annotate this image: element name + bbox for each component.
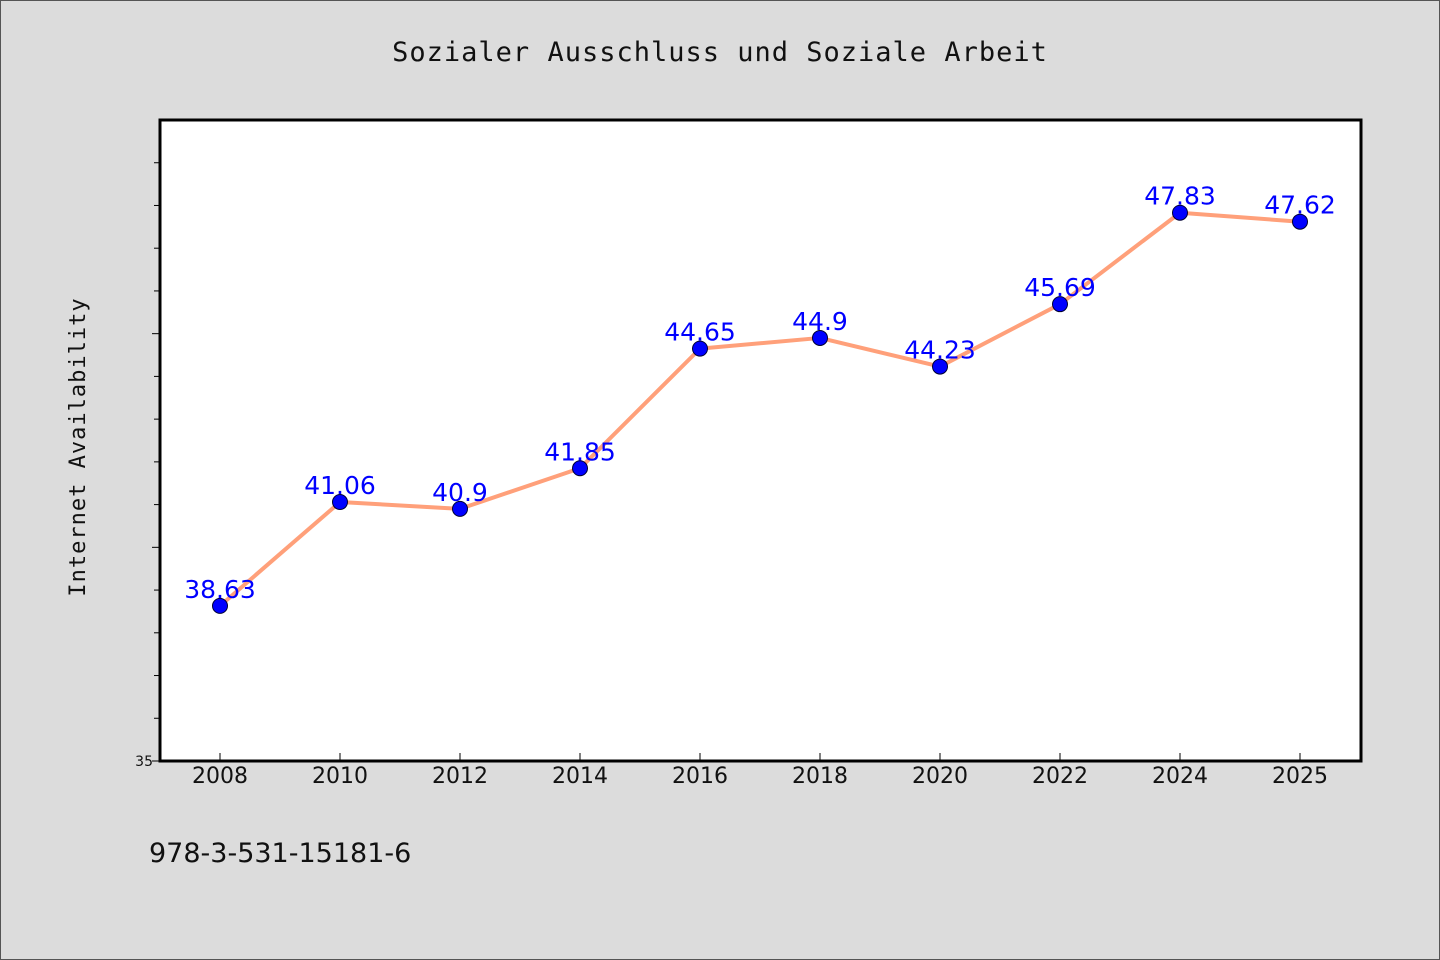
chart-title: Sozialer Ausschluss und Soziale Arbeit <box>392 37 1048 68</box>
footer-code: 978-3-531-15181-6 <box>149 838 411 869</box>
x-tick-label: 2010 <box>312 764 368 789</box>
data-label: 44.65 <box>664 318 736 347</box>
y-tick-label: 35 <box>135 754 153 770</box>
x-tick-label: 2018 <box>792 764 848 789</box>
x-tick-label: 2022 <box>1032 764 1088 789</box>
x-tick-label: 2008 <box>192 764 248 789</box>
x-tick-label: 2012 <box>432 764 488 789</box>
data-point <box>812 329 828 346</box>
x-tick-label: 2014 <box>552 764 608 789</box>
marker-group <box>212 204 1308 614</box>
data-point <box>212 597 228 614</box>
data-point <box>572 460 588 477</box>
data-label: 45.69 <box>1024 273 1096 302</box>
data-point <box>1052 296 1068 313</box>
y-axis-label: Internet Availability <box>66 297 91 596</box>
data-point <box>332 494 348 511</box>
x-axis-ticks: 2008 2010 2012 2014 2016 2018 2020 2022 2024 2025 <box>192 753 1328 789</box>
data-point <box>692 340 708 357</box>
data-point <box>932 358 948 375</box>
data-label-group: 38.63 41.06 40.9 41.85 44.65 44.9 44.23 45.69 47… <box>184 182 1336 604</box>
data-point <box>452 500 468 517</box>
data-label: 44.9 <box>792 307 848 336</box>
data-point <box>1292 213 1308 230</box>
data-label: 44.23 <box>904 336 976 365</box>
data-label: 41.06 <box>304 471 376 500</box>
data-label: 41.85 <box>544 437 616 466</box>
y-axis-ticks: 35 <box>135 162 160 770</box>
data-point <box>1172 204 1188 221</box>
x-tick-label: 2020 <box>912 764 968 789</box>
data-label: 47.83 <box>1144 182 1216 211</box>
x-tick-label: 2024 <box>1152 764 1208 789</box>
data-label: 47.62 <box>1264 191 1336 220</box>
x-tick-label: 2025 <box>1272 764 1328 789</box>
series-group <box>218 210 1302 608</box>
data-label: 38.63 <box>184 575 256 604</box>
series-line <box>218 210 1302 608</box>
data-label: 40.9 <box>432 478 488 507</box>
x-tick-label: 2016 <box>672 764 728 789</box>
